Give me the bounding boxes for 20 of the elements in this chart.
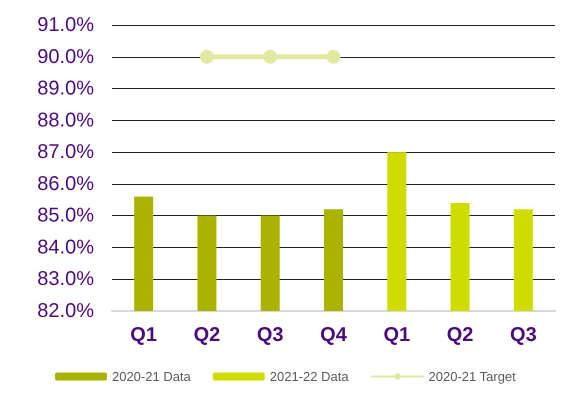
y-tick-label: 87.0% [37,141,94,164]
y-tick-label: 83.0% [37,268,94,290]
y-tick-label: 90.0% [37,46,94,68]
x-tick-label: Q1 [130,324,157,346]
legend-label: 2020-21 Target [428,369,516,384]
y-tick-label: 85.0% [37,204,94,227]
x-tick-label: Q3 [256,324,284,346]
y-tick-label: 88.0% [37,109,94,132]
y-tick-label: 84.0% [37,236,94,258]
x-tick-label: Q4 [320,324,348,346]
y-tick-label: 91.0% [37,14,94,36]
x-tick-label: Q2 [194,324,220,346]
legend-label: 2020-21 Data [112,369,192,384]
y-tick-label: 89.0% [37,78,94,100]
legend-label: 2021-22 Data [270,369,350,384]
x-tick-label: Q2 [446,324,474,346]
x-tick-label: Q3 [510,324,537,346]
y-tick-label: 82.0% [37,300,94,322]
y-tick-label: 86.0% [37,172,94,195]
x-tick-label: Q1 [383,324,410,346]
